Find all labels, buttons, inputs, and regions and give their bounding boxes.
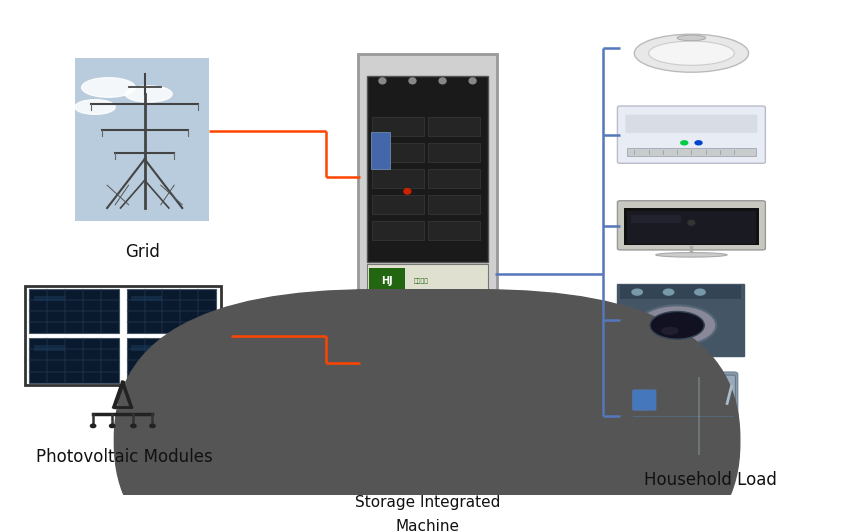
- FancyBboxPatch shape: [628, 148, 756, 156]
- Ellipse shape: [655, 253, 727, 257]
- Ellipse shape: [695, 141, 702, 145]
- FancyBboxPatch shape: [127, 338, 216, 383]
- FancyBboxPatch shape: [34, 345, 65, 350]
- FancyBboxPatch shape: [34, 296, 65, 301]
- FancyBboxPatch shape: [371, 132, 390, 169]
- FancyBboxPatch shape: [155, 290, 680, 531]
- Ellipse shape: [131, 424, 136, 427]
- FancyBboxPatch shape: [127, 289, 216, 333]
- Ellipse shape: [677, 35, 706, 41]
- Ellipse shape: [109, 424, 115, 427]
- FancyBboxPatch shape: [617, 106, 766, 164]
- Ellipse shape: [90, 424, 95, 427]
- FancyBboxPatch shape: [617, 284, 744, 356]
- Text: Storage Integrated: Storage Integrated: [355, 495, 501, 510]
- FancyBboxPatch shape: [428, 143, 480, 161]
- FancyBboxPatch shape: [630, 415, 735, 457]
- Ellipse shape: [379, 78, 386, 84]
- Ellipse shape: [125, 86, 172, 102]
- FancyBboxPatch shape: [367, 303, 488, 455]
- Ellipse shape: [648, 41, 734, 65]
- FancyBboxPatch shape: [372, 389, 424, 407]
- FancyBboxPatch shape: [633, 390, 656, 410]
- FancyBboxPatch shape: [372, 143, 424, 161]
- FancyBboxPatch shape: [372, 169, 424, 187]
- Ellipse shape: [638, 305, 716, 345]
- Text: 广存能源: 广存能源: [413, 279, 428, 284]
- FancyBboxPatch shape: [372, 221, 424, 240]
- Text: Photovoltaic Modules: Photovoltaic Modules: [36, 448, 213, 466]
- Text: Household Photovoltaic-: Household Photovoltaic-: [335, 472, 521, 486]
- FancyBboxPatch shape: [428, 360, 480, 379]
- Text: Household Load: Household Load: [644, 472, 778, 489]
- FancyBboxPatch shape: [372, 331, 424, 349]
- Ellipse shape: [661, 327, 679, 335]
- FancyBboxPatch shape: [372, 195, 424, 213]
- FancyBboxPatch shape: [428, 331, 480, 349]
- FancyBboxPatch shape: [214, 290, 740, 531]
- FancyBboxPatch shape: [369, 268, 405, 295]
- FancyBboxPatch shape: [628, 372, 738, 460]
- Text: HJ-xxx-xxW: HJ-xxx-xxW: [413, 447, 442, 451]
- FancyBboxPatch shape: [358, 54, 497, 462]
- Text: HJ: HJ: [381, 276, 393, 286]
- FancyBboxPatch shape: [428, 117, 480, 135]
- FancyBboxPatch shape: [194, 290, 720, 531]
- FancyBboxPatch shape: [131, 345, 162, 350]
- FancyBboxPatch shape: [630, 375, 735, 416]
- FancyBboxPatch shape: [115, 290, 640, 531]
- Ellipse shape: [404, 189, 411, 194]
- Ellipse shape: [469, 78, 476, 84]
- FancyBboxPatch shape: [372, 117, 424, 135]
- FancyBboxPatch shape: [428, 389, 480, 407]
- FancyBboxPatch shape: [10, 248, 240, 431]
- Ellipse shape: [635, 34, 748, 72]
- Ellipse shape: [150, 424, 155, 427]
- FancyBboxPatch shape: [367, 76, 488, 262]
- FancyBboxPatch shape: [75, 58, 209, 221]
- FancyBboxPatch shape: [372, 418, 424, 436]
- FancyBboxPatch shape: [428, 418, 480, 436]
- Ellipse shape: [75, 100, 115, 114]
- Ellipse shape: [650, 312, 704, 339]
- FancyBboxPatch shape: [367, 444, 488, 455]
- FancyBboxPatch shape: [372, 360, 424, 379]
- Ellipse shape: [694, 289, 705, 295]
- FancyBboxPatch shape: [428, 169, 480, 187]
- Ellipse shape: [409, 78, 416, 84]
- FancyBboxPatch shape: [30, 289, 119, 333]
- FancyBboxPatch shape: [428, 221, 480, 240]
- FancyBboxPatch shape: [135, 290, 660, 531]
- FancyBboxPatch shape: [620, 285, 741, 299]
- FancyBboxPatch shape: [624, 208, 759, 245]
- FancyBboxPatch shape: [428, 195, 480, 213]
- FancyBboxPatch shape: [631, 215, 681, 223]
- Ellipse shape: [439, 78, 446, 84]
- Ellipse shape: [681, 141, 687, 145]
- Ellipse shape: [688, 220, 695, 225]
- Text: Grid: Grid: [125, 243, 160, 261]
- FancyBboxPatch shape: [174, 290, 700, 531]
- FancyBboxPatch shape: [30, 338, 119, 383]
- FancyBboxPatch shape: [628, 211, 756, 244]
- Text: Machine: Machine: [396, 519, 460, 531]
- FancyBboxPatch shape: [131, 296, 162, 301]
- Ellipse shape: [663, 289, 674, 295]
- FancyBboxPatch shape: [617, 201, 766, 250]
- FancyBboxPatch shape: [626, 115, 758, 133]
- Ellipse shape: [632, 289, 642, 295]
- Ellipse shape: [82, 78, 135, 97]
- FancyBboxPatch shape: [367, 264, 488, 298]
